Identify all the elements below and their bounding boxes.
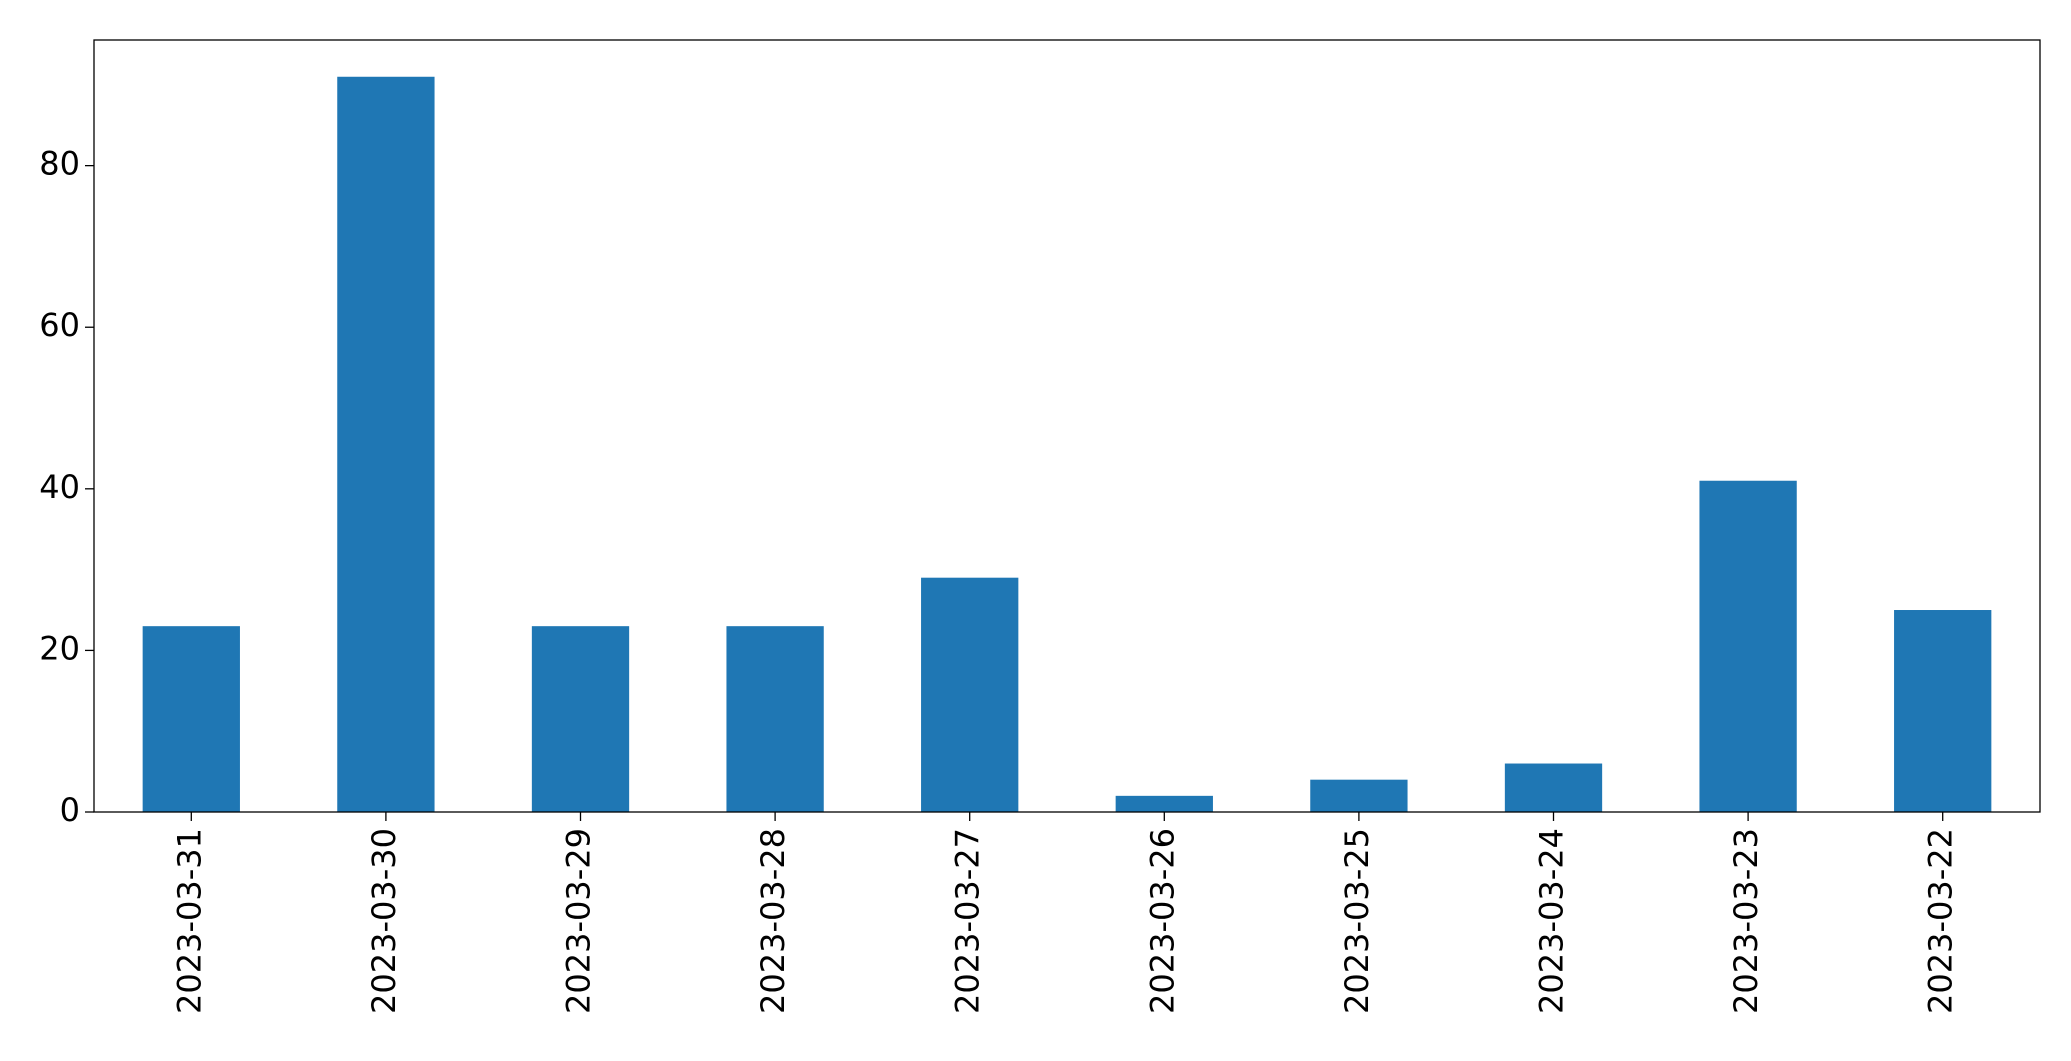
bar [1699, 480, 1797, 812]
bar [726, 626, 824, 812]
x-tick-label: 2023-03-29 [560, 828, 598, 1014]
bar [337, 76, 435, 812]
x-tick-label: 2023-03-30 [365, 828, 403, 1014]
plot-frame [93, 39, 2041, 813]
y-tick-label: 0 [60, 791, 80, 829]
y-tick-label: 80 [39, 145, 80, 183]
x-tick-label: 2023-03-26 [1143, 828, 1181, 1014]
bar [1115, 795, 1213, 812]
x-tick-label: 2023-03-22 [1922, 828, 1960, 1014]
bar [1894, 610, 1992, 812]
x-tick-label: 2023-03-28 [754, 828, 792, 1014]
x-tick-label: 2023-03-27 [949, 828, 987, 1014]
y-tick-label: 20 [39, 629, 80, 667]
x-tick-label: 2023-03-24 [1533, 828, 1571, 1014]
x-tick-label: 2023-03-25 [1338, 828, 1376, 1014]
bar [1310, 779, 1408, 812]
x-tick-label: 2023-03-23 [1727, 828, 1765, 1014]
bar [921, 577, 1019, 812]
y-tick-label: 40 [39, 468, 80, 506]
y-tick-label: 60 [39, 306, 80, 344]
x-tick-label: 2023-03-31 [170, 828, 208, 1014]
bar [1504, 763, 1603, 812]
bar [531, 626, 630, 812]
bar [142, 626, 240, 812]
